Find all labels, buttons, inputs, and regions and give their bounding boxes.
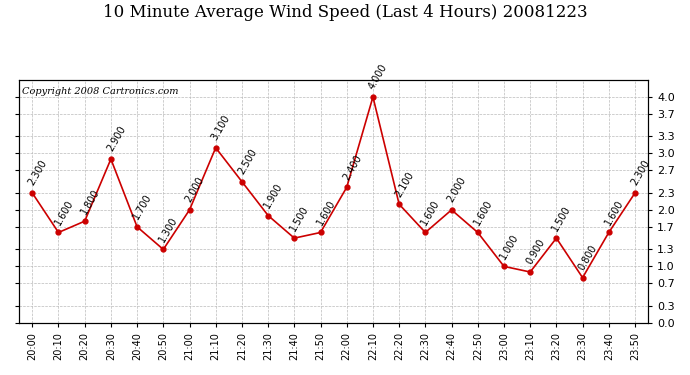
Text: 2.900: 2.900 [105, 124, 128, 153]
Text: 1.600: 1.600 [315, 198, 337, 227]
Text: 1.500: 1.500 [551, 204, 573, 232]
Text: 2.000: 2.000 [446, 176, 468, 204]
Text: 4.000: 4.000 [367, 63, 389, 92]
Text: 2.500: 2.500 [236, 147, 259, 176]
Text: 1.600: 1.600 [420, 198, 442, 227]
Text: 1.900: 1.900 [262, 181, 285, 210]
Text: 3.100: 3.100 [210, 113, 233, 142]
Text: 0.900: 0.900 [524, 238, 546, 267]
Text: 1.600: 1.600 [52, 198, 75, 227]
Text: 10 Minute Average Wind Speed (Last 4 Hours) 20081223: 10 Minute Average Wind Speed (Last 4 Hou… [103, 4, 587, 21]
Text: 1.300: 1.300 [157, 215, 180, 244]
Text: 2.400: 2.400 [341, 153, 364, 182]
Text: 0.800: 0.800 [577, 243, 599, 272]
Text: 2.100: 2.100 [393, 170, 416, 199]
Text: 2.300: 2.300 [26, 159, 49, 188]
Text: 1.600: 1.600 [472, 198, 494, 227]
Text: 2.300: 2.300 [629, 159, 651, 188]
Text: 1.600: 1.600 [603, 198, 625, 227]
Text: 1.000: 1.000 [498, 232, 520, 261]
Text: Copyright 2008 Cartronics.com: Copyright 2008 Cartronics.com [22, 87, 179, 96]
Text: 1.800: 1.800 [79, 187, 101, 216]
Text: 2.000: 2.000 [184, 176, 206, 204]
Text: 1.700: 1.700 [131, 192, 154, 221]
Text: 1.500: 1.500 [288, 204, 311, 232]
